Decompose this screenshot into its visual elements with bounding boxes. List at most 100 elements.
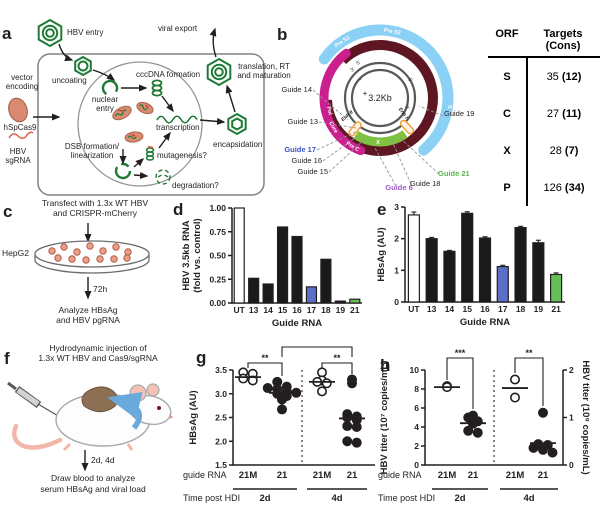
x-tick-label: 19 [336,305,346,315]
y-axis-title: (fold vs. control) [192,218,203,292]
data-point [277,394,288,405]
time-group-label: 4d [331,493,342,504]
guide-leader-lines [312,89,444,187]
y-tick-label: 2.0 [215,436,227,446]
y-tick-label: 10 [410,365,420,375]
minus-strand-circle [343,61,417,135]
group-label: 21M [239,470,258,481]
guide-rna-row-label: guide RNA [378,470,422,480]
mouse-ear [146,383,160,397]
panel-f-illustration [7,381,173,472]
panel-e-chart: 0 1 2 3 UT 13 14 15 16 17 18 19 21 Guide RNA HBsAg (AU… [376,202,565,328]
sig-bracket [514,357,544,406]
cas9-protein-icon [8,97,28,123]
sgrna-label-1: HBV [9,147,27,156]
y-tick-label: 1.00 [209,203,226,213]
linearized-dna-icon [114,162,132,180]
x-axis-title: Guide RNA [460,317,510,328]
panel-d-chart: 0.00 0.25 0.50 0.75 1.00 UT 13 14 15 16 17 18 19 21 Gu… [181,203,362,329]
cell-line-label: HepG2 [2,248,29,258]
y-tick-label: 0 [414,460,419,470]
y-tick-label: 1 [394,265,399,275]
data-point [547,447,558,458]
bar-16 [291,235,303,304]
nuclear-entry-label: nuclear entry [91,95,119,114]
y-tick-label: 8 [414,384,419,394]
hbv-genome-map: Pre S1 Pre S2 S Pol Core Pre C X Enh II … [312,24,454,187]
x-tick-label: 16 [292,305,302,315]
x-tick-label: 15 [278,305,288,315]
bar-21 [349,298,361,304]
encapsidation-label: encapsidation [213,140,263,149]
y-axis-title: HBV titer (10⁷ copies/mL) [379,361,390,475]
x-orf-arc [353,130,408,147]
y-axis-title: HBV 3.5kb RNA [181,220,192,290]
degraded-dna-icon [155,169,171,185]
sig-label: *** [455,348,466,358]
x-tick-label: 16 [480,304,490,314]
panel-c-label: c [3,202,13,221]
x-tick-label: 19 [534,304,544,314]
incubation-time-label: 72h [93,284,108,294]
panel-b-label: b [277,25,288,44]
y-tick-label: 4 [414,422,419,432]
time-group-label: 4d [523,493,534,504]
capsid-icon [74,55,92,77]
transcription-label: transcription [156,123,200,132]
virus-icon [37,18,63,48]
bar-14 [443,250,456,303]
virus-icon-maturation [206,57,232,87]
sig-label: ** [261,353,269,363]
data-point [472,427,483,438]
y-tick-label: 1.5 [215,460,227,470]
data-point [317,367,328,378]
y-tick-label: 2 [414,441,419,451]
panel-h-chart: 0 2 4 6 8 10 0 1 2 HBV titer (10⁹ copies/mL) HBV t… [378,348,591,504]
translation-label: translation, RT and maturation [237,62,291,81]
encapsidation-icon [227,112,247,136]
group-label: 21M [313,470,332,481]
x-tick-label: 18 [516,304,526,314]
mutated-dna-icon [145,145,155,161]
group-label: 21M [506,470,525,481]
bar-14 [262,283,274,304]
orf-targets-table: ORF Targets (Cons) S 35 (12) C 27 (11) X… [488,28,600,206]
y-axis-title: HBsAg (AU) [376,227,387,281]
x-tick-label: UT [408,304,420,314]
sig-label: ** [333,353,341,363]
y-tick-label: 6 [414,403,419,413]
data-point [528,442,539,453]
bar-17 [496,265,509,303]
enh2-oval [348,121,362,137]
panel-a-label: a [2,24,12,43]
hbv-entry-label: HBV entry [67,28,104,37]
nucleus-outline [77,61,203,187]
guide-15-label: Guide 15 [297,167,328,176]
panel-h-label: h [380,356,391,375]
plus-strand-label: + [363,89,368,98]
syringe-icon [7,381,61,418]
table-row: C 27 (11) [488,95,600,132]
y-tick-label: 0 [394,297,399,307]
rna-squiggle-icon [156,115,198,124]
data-point [347,378,358,389]
data-point [351,422,362,433]
hdi-step-line1: Hydrodynamic injection of [49,343,147,353]
targets-column-header: Targets (Cons) [543,28,583,52]
core-orf-arc [319,48,366,156]
x-tick-label: 13 [427,304,437,314]
time-group-label: 2d [454,493,465,504]
bar-15 [276,226,289,304]
data-point [510,374,521,385]
guide-19-label: Guide 19 [444,109,475,118]
data-point [342,436,353,447]
x-tick-label: 21 [551,304,561,314]
table-row: X 28 (7) [488,132,600,169]
dsb-label-2: linearization [70,151,114,160]
bar-16 [478,237,492,303]
x-tick-label: 14 [263,305,273,315]
time-row-label: Time post HDI [378,493,435,503]
table-row: P 126 (34) [488,169,600,206]
x-tick-label: 13 [249,305,259,315]
